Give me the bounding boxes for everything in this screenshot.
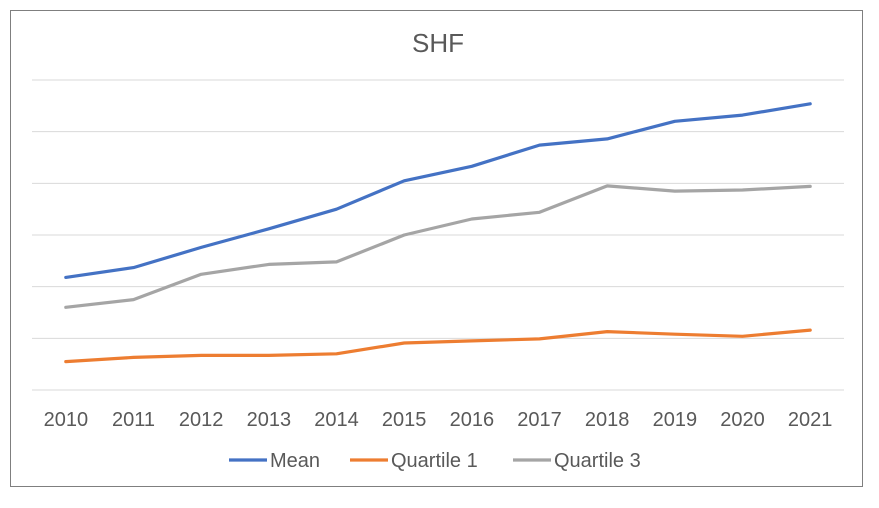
chart-title: SHF xyxy=(412,28,464,58)
x-tick-label: 2012 xyxy=(179,409,224,431)
x-tick-label: 2011 xyxy=(112,409,155,431)
x-tick-label: 2015 xyxy=(382,409,427,431)
gridlines xyxy=(32,79,844,391)
x-tick-label: 2013 xyxy=(247,409,292,431)
x-axis-tick-labels: 2010 2011 2012 2013 2014 2015 2016 2017 2018 2019… xyxy=(44,409,833,431)
x-tick-label: 2017 xyxy=(517,409,562,431)
series-line-mean xyxy=(64,102,812,279)
series-lines xyxy=(64,102,812,364)
legend-label: Quartile 1 xyxy=(391,450,478,472)
x-tick-label: 2019 xyxy=(653,409,698,431)
x-tick-label: 2018 xyxy=(585,409,630,431)
x-tick-label: 2020 xyxy=(720,409,765,431)
legend: Mean Quartile 1 Quartile 3 xyxy=(229,450,641,472)
x-tick-label: 2021 xyxy=(788,409,833,431)
x-tick-label: 2010 xyxy=(44,409,89,431)
x-tick-label: 2016 xyxy=(450,409,495,431)
x-tick-label: 2014 xyxy=(314,409,359,431)
series-line-quartile-1 xyxy=(64,328,812,364)
legend-label: Mean xyxy=(270,450,320,472)
chart-frame xyxy=(10,10,863,487)
legend-label: Quartile 3 xyxy=(554,450,641,472)
series-line-quartile-3 xyxy=(64,184,812,309)
